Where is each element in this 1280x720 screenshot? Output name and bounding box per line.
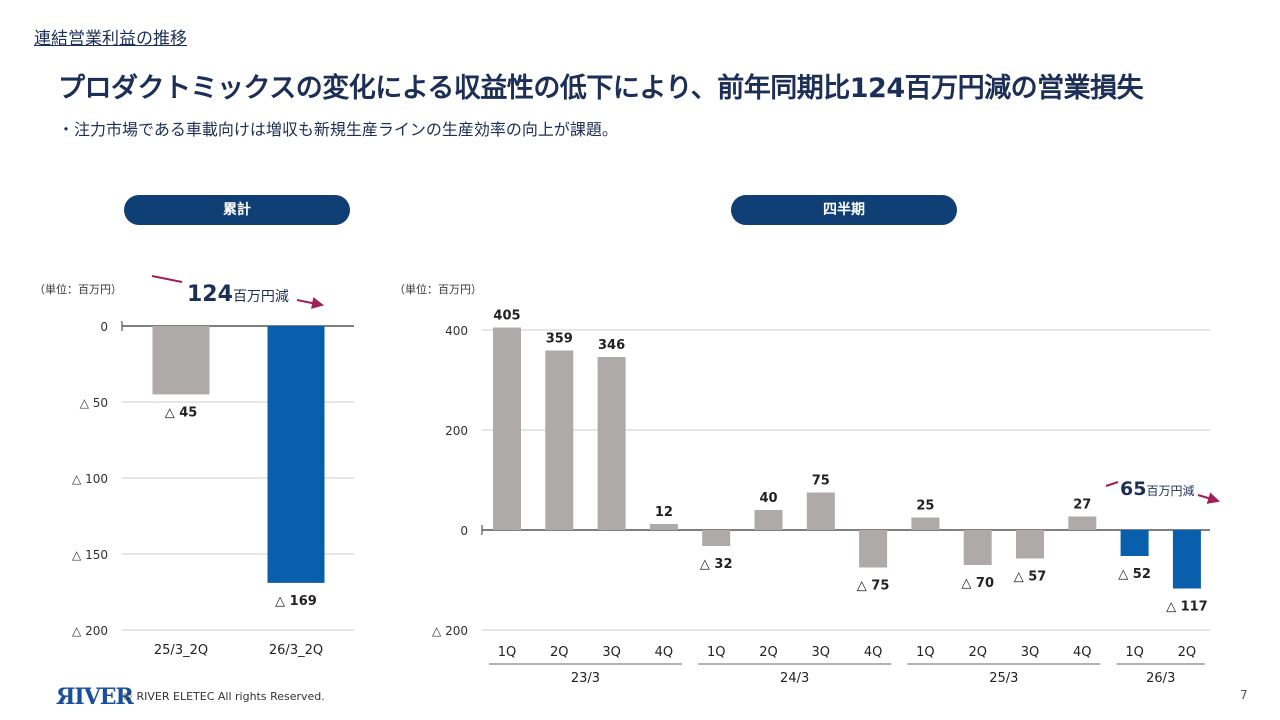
x-tick-label: 4Q [655,645,674,660]
x-tick-label: 2Q [550,645,569,660]
data-label: 25 [916,499,934,514]
group-label: 24/3 [780,671,809,686]
bar [1120,530,1149,556]
panel-header-cumulative: 累計 [124,195,350,225]
annotation-decrease: 124百万円減 [187,282,289,307]
bar [859,530,888,568]
y-tick-label: 0 [100,320,108,334]
x-tick-label: 3Q [602,645,621,660]
arrow-line [1105,481,1119,487]
unit-label: （単位：百万円） [34,282,122,296]
data-label: △ 117 [1166,600,1208,615]
page-number: 7 [1240,688,1248,702]
data-label: 12 [655,505,673,520]
arrow-icon [296,297,324,309]
y-tick-label: △ 150 [72,548,108,562]
x-tick-label: 2Q [968,645,987,660]
data-label: 359 [546,332,573,347]
x-tick-label: 26/3_2Q [269,643,323,658]
bar [493,327,521,530]
bar [911,517,940,530]
y-tick-label: 0 [460,524,468,538]
bar [597,357,626,530]
data-label: △ 52 [1118,567,1151,582]
data-label: △ 75 [857,579,890,594]
data-label: 40 [759,491,777,506]
bar [267,326,325,583]
group-label: 25/3 [989,671,1018,686]
data-label: 75 [812,474,830,489]
x-tick-label: 4Q [1073,645,1092,660]
data-label: 405 [493,309,520,324]
x-tick-label: 3Q [812,645,831,660]
annotation-decrease: 65百万円減 [1120,478,1194,500]
data-label: △ 45 [165,405,198,420]
bar [702,530,731,546]
x-tick-label: 1Q [1125,645,1144,660]
data-label: 346 [598,338,625,353]
arrow-icon [1197,492,1220,504]
x-tick-label: 25/3_2Q [154,643,208,658]
data-label: △ 57 [1014,570,1047,585]
y-tick-label: △ 50 [80,396,108,410]
bar [963,530,992,565]
bar [1016,530,1044,559]
bar [649,524,678,530]
x-tick-label: 2Q [759,645,778,660]
y-tick-label: 200 [445,424,468,438]
data-label: △ 32 [700,557,733,572]
data-label: △ 70 [961,576,994,591]
river-logo: ЯIVER [56,684,134,710]
bar [1068,516,1097,530]
bar [1172,530,1201,589]
y-tick-label: △ 200 [432,624,468,638]
breadcrumb: 連結営業利益の推移 [34,29,187,49]
bar [152,326,210,395]
x-tick-label: 1Q [707,645,726,660]
bar [806,492,835,530]
copyright: © RIVER ELETEC All rights Reserved. [122,690,325,703]
x-tick-label: 4Q [864,645,883,660]
x-tick-label: 3Q [1021,645,1040,660]
x-tick-label: 1Q [916,645,935,660]
unit-label: （単位：百万円） [394,282,482,296]
x-tick-label: 2Q [1178,645,1197,660]
y-tick-label: △ 200 [72,624,108,638]
arrow-line [151,275,183,283]
bar [545,350,574,530]
y-tick-label: 400 [445,324,468,338]
panel-header-quarterly: 四半期 [731,195,957,225]
bar [754,510,783,530]
group-label: 23/3 [571,671,600,686]
page-title: プロダクトミックスの変化による収益性の低下により、前年同期比124百万円減の営業… [58,73,1144,104]
data-label: △ 169 [275,594,317,609]
y-tick-label: △ 100 [72,472,108,486]
x-tick-label: 1Q [498,645,517,660]
group-label: 26/3 [1146,671,1175,686]
data-label: 27 [1073,498,1091,513]
subtitle: ・注力市場である車載向けは増収も新規生産ラインの生産効率の向上が課題。 [58,120,618,139]
